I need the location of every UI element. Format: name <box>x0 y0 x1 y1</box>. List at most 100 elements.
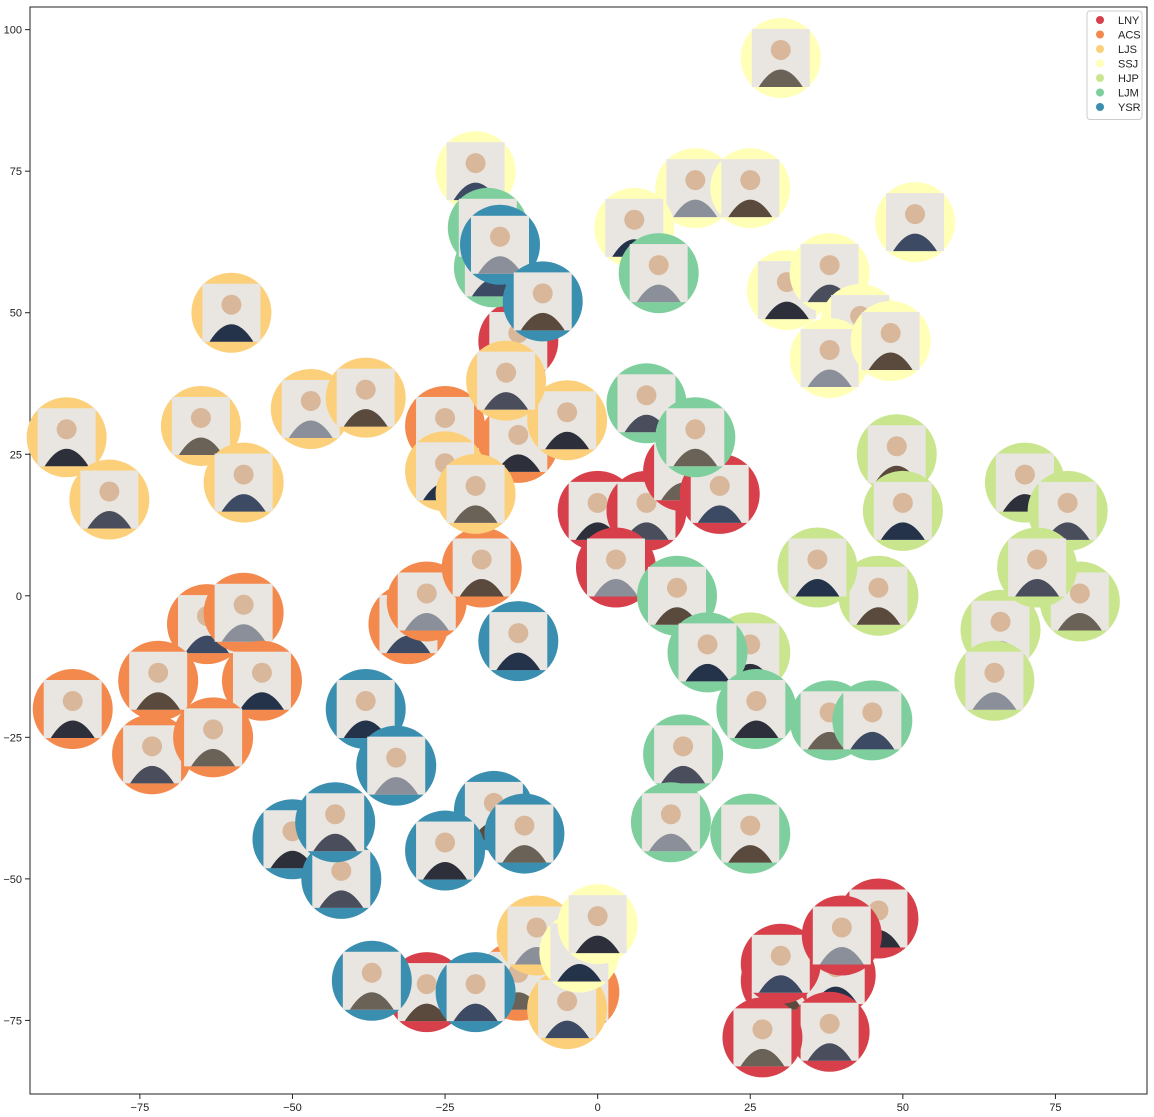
photo-body <box>795 578 840 597</box>
photo-face <box>770 945 791 966</box>
photo-face <box>636 492 657 513</box>
photo-face <box>1027 549 1048 570</box>
photo-face <box>142 736 163 757</box>
data-point-lny <box>801 895 882 976</box>
photo-body <box>673 199 718 218</box>
photo-body <box>850 731 895 750</box>
data-point-ljm <box>710 793 791 874</box>
photo-body <box>880 522 925 540</box>
photo-face <box>435 832 456 853</box>
photo-face <box>862 702 883 723</box>
photo-face <box>233 464 254 485</box>
legend-item-acs: ACS <box>1096 30 1141 42</box>
legend-label: SSJ <box>1118 59 1138 71</box>
photo-face <box>648 255 669 276</box>
legend-marker <box>1096 30 1104 39</box>
photo-body <box>209 324 254 342</box>
photo-body <box>87 511 132 529</box>
photo-face <box>355 379 376 400</box>
photo-face <box>532 283 553 304</box>
photo-body <box>1057 612 1102 631</box>
data-point-ljs <box>466 340 547 421</box>
data-point-ysr <box>484 793 565 874</box>
data-point-hjp <box>954 640 1035 721</box>
data-point-ssj <box>875 182 956 263</box>
photo-face <box>819 340 840 361</box>
data-point-hjp <box>1039 561 1120 642</box>
photo-body <box>496 454 541 472</box>
y-tick-label: −25 <box>3 732 22 744</box>
legend-item-ysr: YSR <box>1096 102 1141 114</box>
y-axis: 100 75 50 25 0 −25 −50 −75 <box>3 25 30 1027</box>
data-point-ljm <box>655 397 736 478</box>
photo-face <box>740 815 761 836</box>
data-point-acs <box>203 572 284 653</box>
legend-marker <box>1096 74 1104 82</box>
photo-body <box>459 578 504 597</box>
photo-face <box>1014 464 1035 485</box>
legend-label: LJM <box>1118 88 1139 100</box>
photo-face <box>233 594 254 615</box>
photo-face <box>667 577 688 598</box>
legend-item-lny: LNY <box>1096 15 1140 27</box>
photo-body <box>453 505 498 523</box>
photo-body <box>343 409 388 427</box>
data-point-ssj <box>740 17 821 98</box>
data-point-ssj <box>710 148 791 229</box>
data-point-ljs <box>325 357 406 438</box>
photo-face <box>251 662 272 683</box>
data-point-acs <box>112 714 193 795</box>
photo-face <box>984 662 1005 683</box>
photo-face <box>465 475 486 496</box>
photo-body <box>764 301 809 320</box>
data-point-hjp <box>777 527 858 608</box>
photo-body <box>404 612 449 631</box>
legend-label: YSR <box>1118 102 1141 114</box>
photo-body <box>697 505 742 523</box>
data-point-ysr <box>405 810 486 891</box>
photo-body <box>740 1048 785 1067</box>
x-axis: −75 −50 −25 0 25 50 75 <box>131 1094 1062 1114</box>
data-point-ssj <box>850 301 931 382</box>
x-tick-label: 75 <box>1049 1102 1061 1114</box>
photo-face <box>807 549 828 570</box>
data-point-ysr <box>435 952 516 1033</box>
photo-face <box>740 170 761 191</box>
photo-face <box>489 226 510 247</box>
photo-body <box>673 448 718 467</box>
photo-body <box>807 1043 852 1061</box>
photo-body <box>893 233 938 252</box>
photo-face <box>697 634 718 655</box>
legend-item-hjp: HJP <box>1096 73 1139 85</box>
photo-face <box>496 362 517 383</box>
legend-label: ACS <box>1118 30 1141 42</box>
data-point-acs <box>32 669 113 750</box>
photo-face <box>148 662 169 683</box>
photo-body <box>270 850 315 869</box>
photo-body <box>496 652 541 671</box>
data-point-ljm <box>630 782 711 863</box>
photo-body <box>130 765 175 784</box>
photo-face <box>221 294 242 315</box>
photo-body <box>313 833 358 852</box>
data-point-lny <box>575 527 656 608</box>
x-tick-label: 0 <box>595 1102 601 1114</box>
photo-face <box>685 419 706 440</box>
legend-marker <box>1096 103 1104 111</box>
legend-label: LJS <box>1118 44 1137 56</box>
data-point-ysr <box>502 261 583 342</box>
data-point-ljs <box>203 442 284 523</box>
data-point-lny <box>789 991 870 1072</box>
photo-body <box>136 692 181 710</box>
photo-face <box>331 860 352 881</box>
photo-body <box>636 284 681 303</box>
data-point-acs <box>441 527 522 608</box>
data-point-ssj <box>557 884 638 965</box>
photo-face <box>868 577 889 598</box>
x-tick-label: −50 <box>283 1102 302 1114</box>
legend-marker <box>1096 59 1104 68</box>
photo-face <box>435 407 456 428</box>
photo-body <box>477 256 522 274</box>
photo-body <box>239 692 284 710</box>
